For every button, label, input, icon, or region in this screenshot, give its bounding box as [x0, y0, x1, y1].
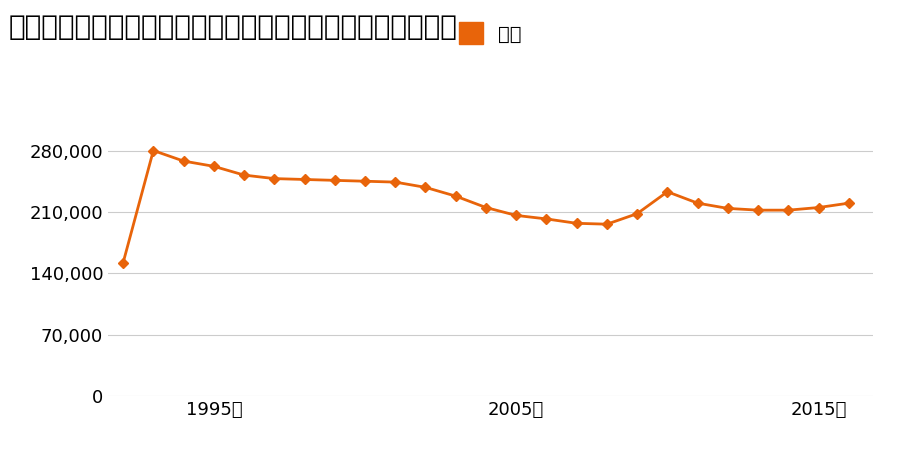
- Text: 神奈川県横浜市泉区中田町字中村１８５８番３３の地価推移: 神奈川県横浜市泉区中田町字中村１８５８番３３の地価推移: [9, 14, 458, 41]
- Legend: 価格: 価格: [452, 14, 529, 52]
